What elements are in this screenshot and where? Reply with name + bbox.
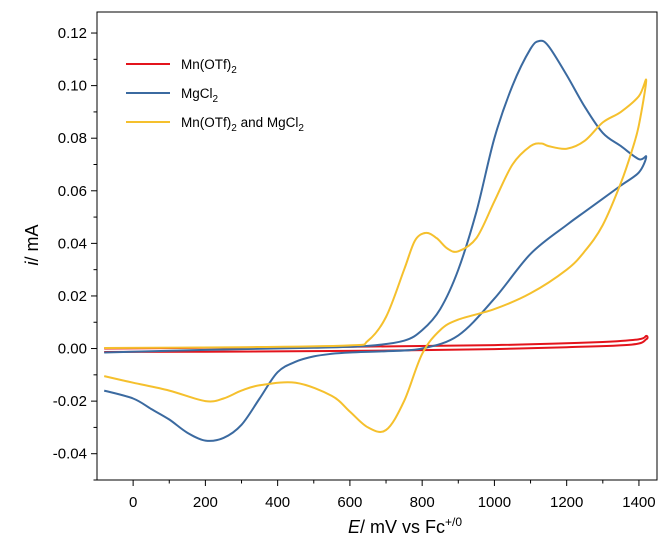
x-axis-label-rest: / mV vs Fc xyxy=(360,517,445,537)
y-axis-label: i/ mA xyxy=(22,224,42,265)
x-axis-label-italic: E xyxy=(348,517,361,537)
y-tick-label: -0.02 xyxy=(53,393,87,410)
y-tick-label: -0.04 xyxy=(53,446,87,463)
y-tick-label: 0.02 xyxy=(58,288,87,305)
x-tick-label: 600 xyxy=(337,494,362,511)
y-tick-label: 0.10 xyxy=(58,78,87,95)
axis-ticks: 0 200 400 600 800 1000 1200 1400 -0.04 -0.02 0.00 0… xyxy=(53,25,656,511)
x-tick-label: 1000 xyxy=(478,494,511,511)
x-axis-label: E/ mV vs Fc+/0 xyxy=(348,515,462,537)
x-tick-label: 800 xyxy=(410,494,435,511)
y-tick-label: 0.04 xyxy=(58,235,87,252)
y-axis-label-rest: / mA xyxy=(22,224,42,261)
x-tick-label: 0 xyxy=(129,494,137,511)
y-tick-label: 0.08 xyxy=(58,130,87,147)
y-tick-label: 0.12 xyxy=(58,25,87,42)
x-tick-label: 200 xyxy=(193,494,218,511)
plot-lines xyxy=(103,39,649,442)
legend: Mn(OTf)2 MgCl2 Mn(OTf)2 and MgCl2 xyxy=(126,57,304,134)
y-tick-label: 0.00 xyxy=(58,341,87,358)
legend-label-0: Mn(OTf)2 xyxy=(181,57,237,76)
x-tick-label: 1400 xyxy=(622,494,655,511)
plot-frame xyxy=(96,11,658,481)
x-axis-label-sup: +/0 xyxy=(445,515,462,529)
x-tick-label: 1200 xyxy=(550,494,583,511)
y-axis-label-italic: i xyxy=(22,261,42,266)
legend-label-1: MgCl2 xyxy=(181,86,219,105)
legend-label-2: Mn(OTf)2 and MgCl2 xyxy=(181,115,304,134)
y-tick-label: 0.06 xyxy=(58,183,87,200)
series-line-2 xyxy=(103,78,648,433)
x-tick-label: 400 xyxy=(265,494,290,511)
